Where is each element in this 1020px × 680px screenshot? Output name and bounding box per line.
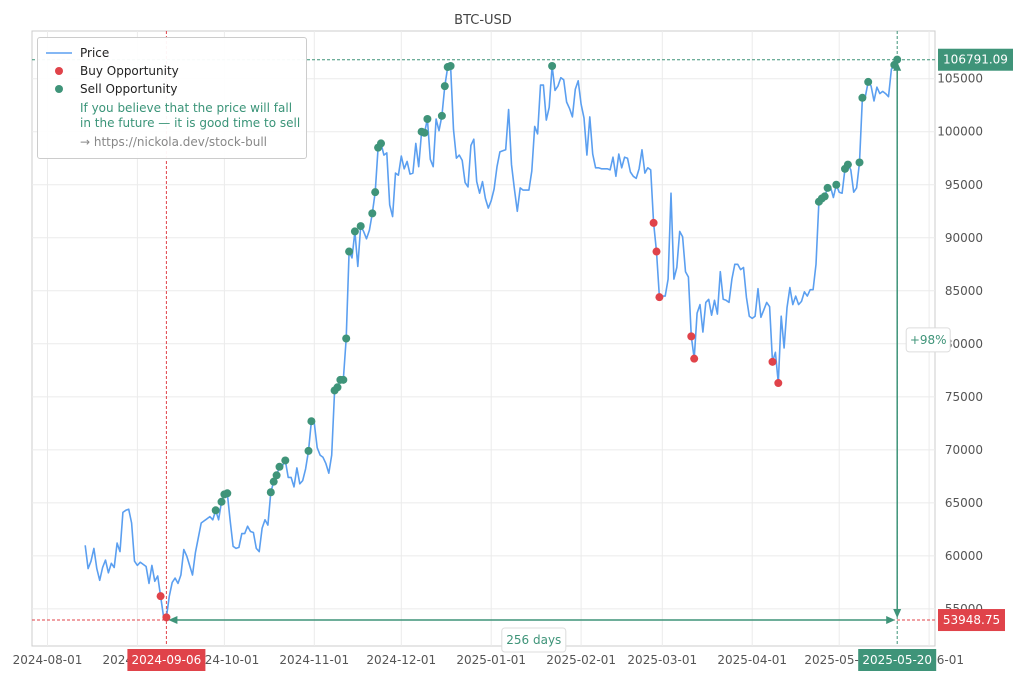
sell-marker	[281, 456, 290, 465]
y-tick-label: 90000	[945, 231, 983, 245]
chart-title: BTC-USD	[454, 13, 512, 28]
min-date-badge	[127, 649, 206, 671]
buy-markers	[156, 218, 783, 622]
y-tick-label: 100000	[937, 125, 983, 139]
legend-note: If you believe that the price will fall …	[80, 101, 301, 130]
sell-marker	[420, 128, 429, 137]
sell-marker	[345, 247, 354, 256]
legend-price-label: Price	[80, 46, 110, 60]
legend-link[interactable]: → https://nickola.dev/stock-bull	[80, 135, 267, 149]
sell-marker	[855, 158, 864, 167]
change-label: +98%	[910, 333, 947, 347]
duration-arrow-left-head	[168, 616, 178, 625]
x-tick-label: 2024-08-01	[13, 653, 83, 667]
sell-marker	[307, 417, 316, 426]
sell-marker	[272, 471, 281, 480]
buy-marker	[768, 357, 777, 366]
legend-buy-label: Buy Opportunity	[80, 64, 179, 78]
sell-marker	[820, 192, 829, 201]
sell-markers	[211, 55, 902, 515]
y-tick-label: 70000	[945, 443, 983, 457]
sell-marker	[864, 77, 873, 86]
x-tick-label: 2025-03-01	[627, 653, 697, 667]
duration-arrow-right-head	[886, 616, 896, 625]
x-tick-label: 2025-02-01	[546, 653, 616, 667]
min-price-label: 53948.75	[943, 613, 1000, 627]
buy-marker	[774, 379, 783, 388]
legend: Price Buy Opportunity Sell Opportunity I…	[37, 37, 307, 159]
min-price-badge	[938, 609, 1005, 632]
x-tick-label: 2025-01-01	[456, 653, 526, 667]
sell-marker	[371, 188, 380, 197]
buy-marker	[649, 218, 658, 227]
change-arrow-bottom-head	[893, 609, 902, 619]
change-label-box	[905, 327, 951, 353]
y-tick-label: 85000	[945, 284, 983, 298]
sell-marker	[356, 222, 365, 231]
sell-marker	[211, 506, 220, 515]
legend-sell-label: Sell Opportunity	[80, 82, 178, 96]
sell-marker	[275, 462, 284, 471]
x-tick-label: 2025-04-01	[717, 653, 787, 667]
price-line	[84, 59, 898, 619]
sell-marker	[437, 111, 446, 120]
sell-marker	[823, 183, 832, 192]
sell-marker	[893, 55, 902, 64]
y-tick-label: 95000	[945, 178, 983, 192]
legend-buy-dot-icon	[55, 67, 63, 75]
sell-marker	[266, 488, 275, 497]
y-tick-label: 105000	[937, 72, 983, 86]
y-tick-label: 80000	[945, 337, 983, 351]
sell-marker	[223, 489, 232, 498]
sell-marker	[440, 82, 449, 91]
y-tick-label: 65000	[945, 496, 983, 510]
buy-marker	[655, 293, 664, 302]
sell-marker	[217, 497, 226, 506]
buy-marker	[687, 332, 696, 341]
y-tick-label: 75000	[945, 390, 983, 404]
sell-marker	[350, 227, 359, 236]
sell-marker	[832, 180, 841, 189]
last-price-label: 106791.09	[943, 53, 1008, 67]
grid-lines	[32, 31, 935, 646]
x-tick-label: 2024-10-01	[190, 653, 260, 667]
buy-marker	[162, 613, 171, 622]
sell-marker	[368, 209, 377, 218]
x-tick-label: 2024-12-01	[366, 653, 436, 667]
sell-marker	[843, 160, 852, 169]
sell-marker	[339, 375, 348, 384]
change-arrow-top-head	[893, 61, 902, 71]
buy-marker	[156, 592, 165, 601]
legend-sell-dot-icon	[55, 85, 63, 93]
last-date-badge	[858, 649, 937, 671]
x-tick-label: 2024-11-01	[279, 653, 349, 667]
sell-marker	[446, 61, 455, 70]
duration-label: 256 days	[506, 633, 561, 647]
sell-marker	[269, 477, 278, 486]
last-price-badge	[938, 48, 1013, 71]
sell-marker	[858, 93, 867, 102]
sell-marker	[333, 383, 342, 392]
sell-marker	[548, 61, 557, 70]
buy-marker	[652, 247, 661, 256]
buy-marker	[690, 354, 699, 363]
duration-label-box	[501, 627, 567, 653]
sell-marker	[304, 446, 313, 455]
min-date-label: 2024-09-06	[132, 653, 202, 667]
y-axis-ticks: 5500060000650007000075000800008500090000…	[937, 72, 983, 616]
legend-price-line-icon	[46, 52, 72, 54]
y-tick-label: 60000	[945, 549, 983, 563]
x-tick-label: 2025-05-01	[804, 653, 874, 667]
sell-marker	[377, 139, 385, 148]
sell-marker	[423, 115, 432, 124]
last-date-label: 2025-05-20	[862, 653, 932, 667]
sell-marker	[342, 334, 351, 343]
